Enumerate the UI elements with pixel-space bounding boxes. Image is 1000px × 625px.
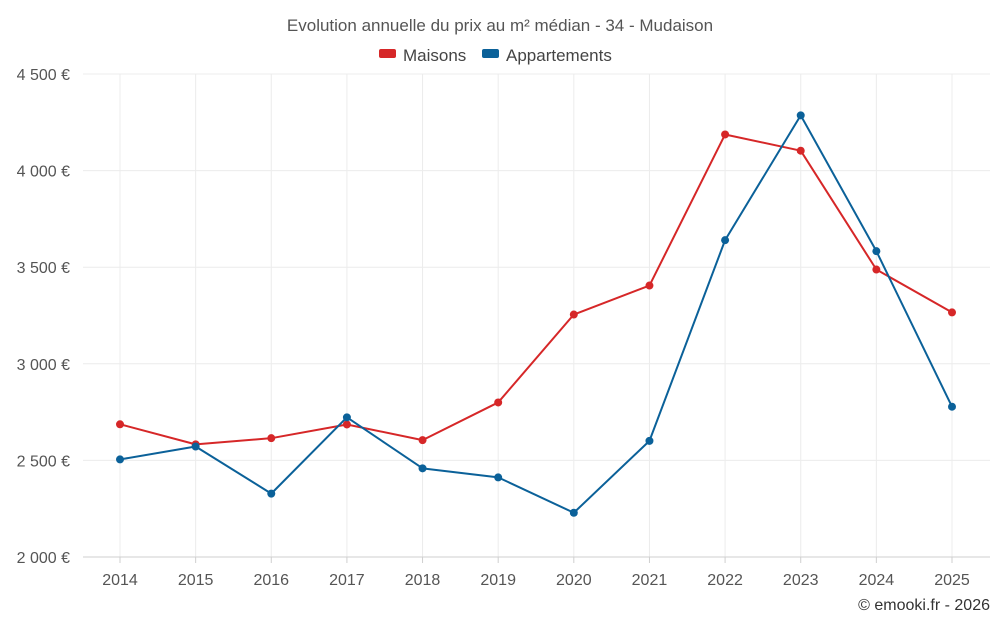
data-point-appartements[interactable] — [191, 442, 200, 451]
x-tick-label: 2018 — [405, 572, 441, 589]
chart-title: Evolution annuelle du prix au m² médian … — [287, 16, 713, 35]
grid — [83, 73, 990, 557]
x-tick-label: 2016 — [253, 572, 289, 589]
series-line-appartements — [119, 114, 953, 514]
series — [116, 111, 956, 517]
data-point-appartements[interactable] — [872, 247, 881, 256]
data-point-maisons[interactable] — [645, 281, 654, 290]
data-point-maisons[interactable] — [796, 146, 805, 155]
y-tick-label: 2 000 € — [17, 550, 70, 567]
x-tick-label: 2014 — [102, 572, 138, 589]
data-point-maisons[interactable] — [342, 420, 351, 429]
x-tick-label: 2022 — [707, 572, 743, 589]
legend-label-appartements[interactable]: Appartements — [506, 46, 612, 65]
data-point-maisons[interactable] — [721, 130, 730, 139]
data-point-maisons[interactable] — [569, 310, 578, 319]
x-tick-label: 2025 — [934, 572, 970, 589]
data-point-appartements[interactable] — [721, 236, 730, 245]
series-line-maisons — [119, 133, 953, 446]
series-appartements — [116, 111, 956, 517]
data-point-appartements[interactable] — [267, 489, 276, 498]
data-point-appartements[interactable] — [494, 473, 503, 482]
y-tick-label: 2 500 € — [17, 453, 70, 470]
x-tick-label: 2023 — [783, 572, 819, 589]
x-tick-label: 2019 — [480, 572, 516, 589]
data-point-appartements[interactable] — [116, 455, 124, 464]
x-tick-label: 2021 — [632, 572, 668, 589]
series-maisons — [116, 130, 956, 449]
data-point-appartements[interactable] — [796, 111, 805, 120]
y-tick-label: 4 500 € — [17, 67, 70, 84]
y-tick-label: 3 500 € — [17, 260, 70, 277]
axes: 2 000 € 2 500 € 3 000 € 3 500 € 4 000 € 4 500… — [17, 67, 990, 589]
data-point-appartements[interactable] — [948, 402, 956, 411]
legend: Maisons Appartements — [379, 46, 612, 65]
data-point-appartements[interactable] — [645, 436, 654, 445]
x-tick-label: 2020 — [556, 572, 592, 589]
credit-text: © emooki.fr - 2026 — [858, 597, 990, 614]
data-point-maisons[interactable] — [116, 420, 124, 429]
x-tick-label: 2015 — [178, 572, 214, 589]
data-point-appartements[interactable] — [342, 413, 351, 422]
data-point-appartements[interactable] — [418, 464, 427, 473]
data-point-maisons[interactable] — [948, 308, 956, 317]
data-point-maisons[interactable] — [872, 265, 881, 274]
data-point-appartements[interactable] — [569, 508, 578, 517]
data-point-maisons[interactable] — [267, 434, 276, 443]
legend-swatch-maisons — [379, 49, 396, 58]
x-tick-label: 2017 — [329, 572, 365, 589]
y-tick-label: 3 000 € — [17, 357, 70, 374]
x-tick-label: 2024 — [859, 572, 895, 589]
legend-swatch-appartements — [482, 49, 499, 58]
data-point-maisons[interactable] — [494, 398, 503, 407]
data-point-maisons[interactable] — [418, 436, 427, 445]
legend-label-maisons[interactable]: Maisons — [403, 46, 466, 65]
y-tick-label: 4 000 € — [17, 164, 70, 181]
